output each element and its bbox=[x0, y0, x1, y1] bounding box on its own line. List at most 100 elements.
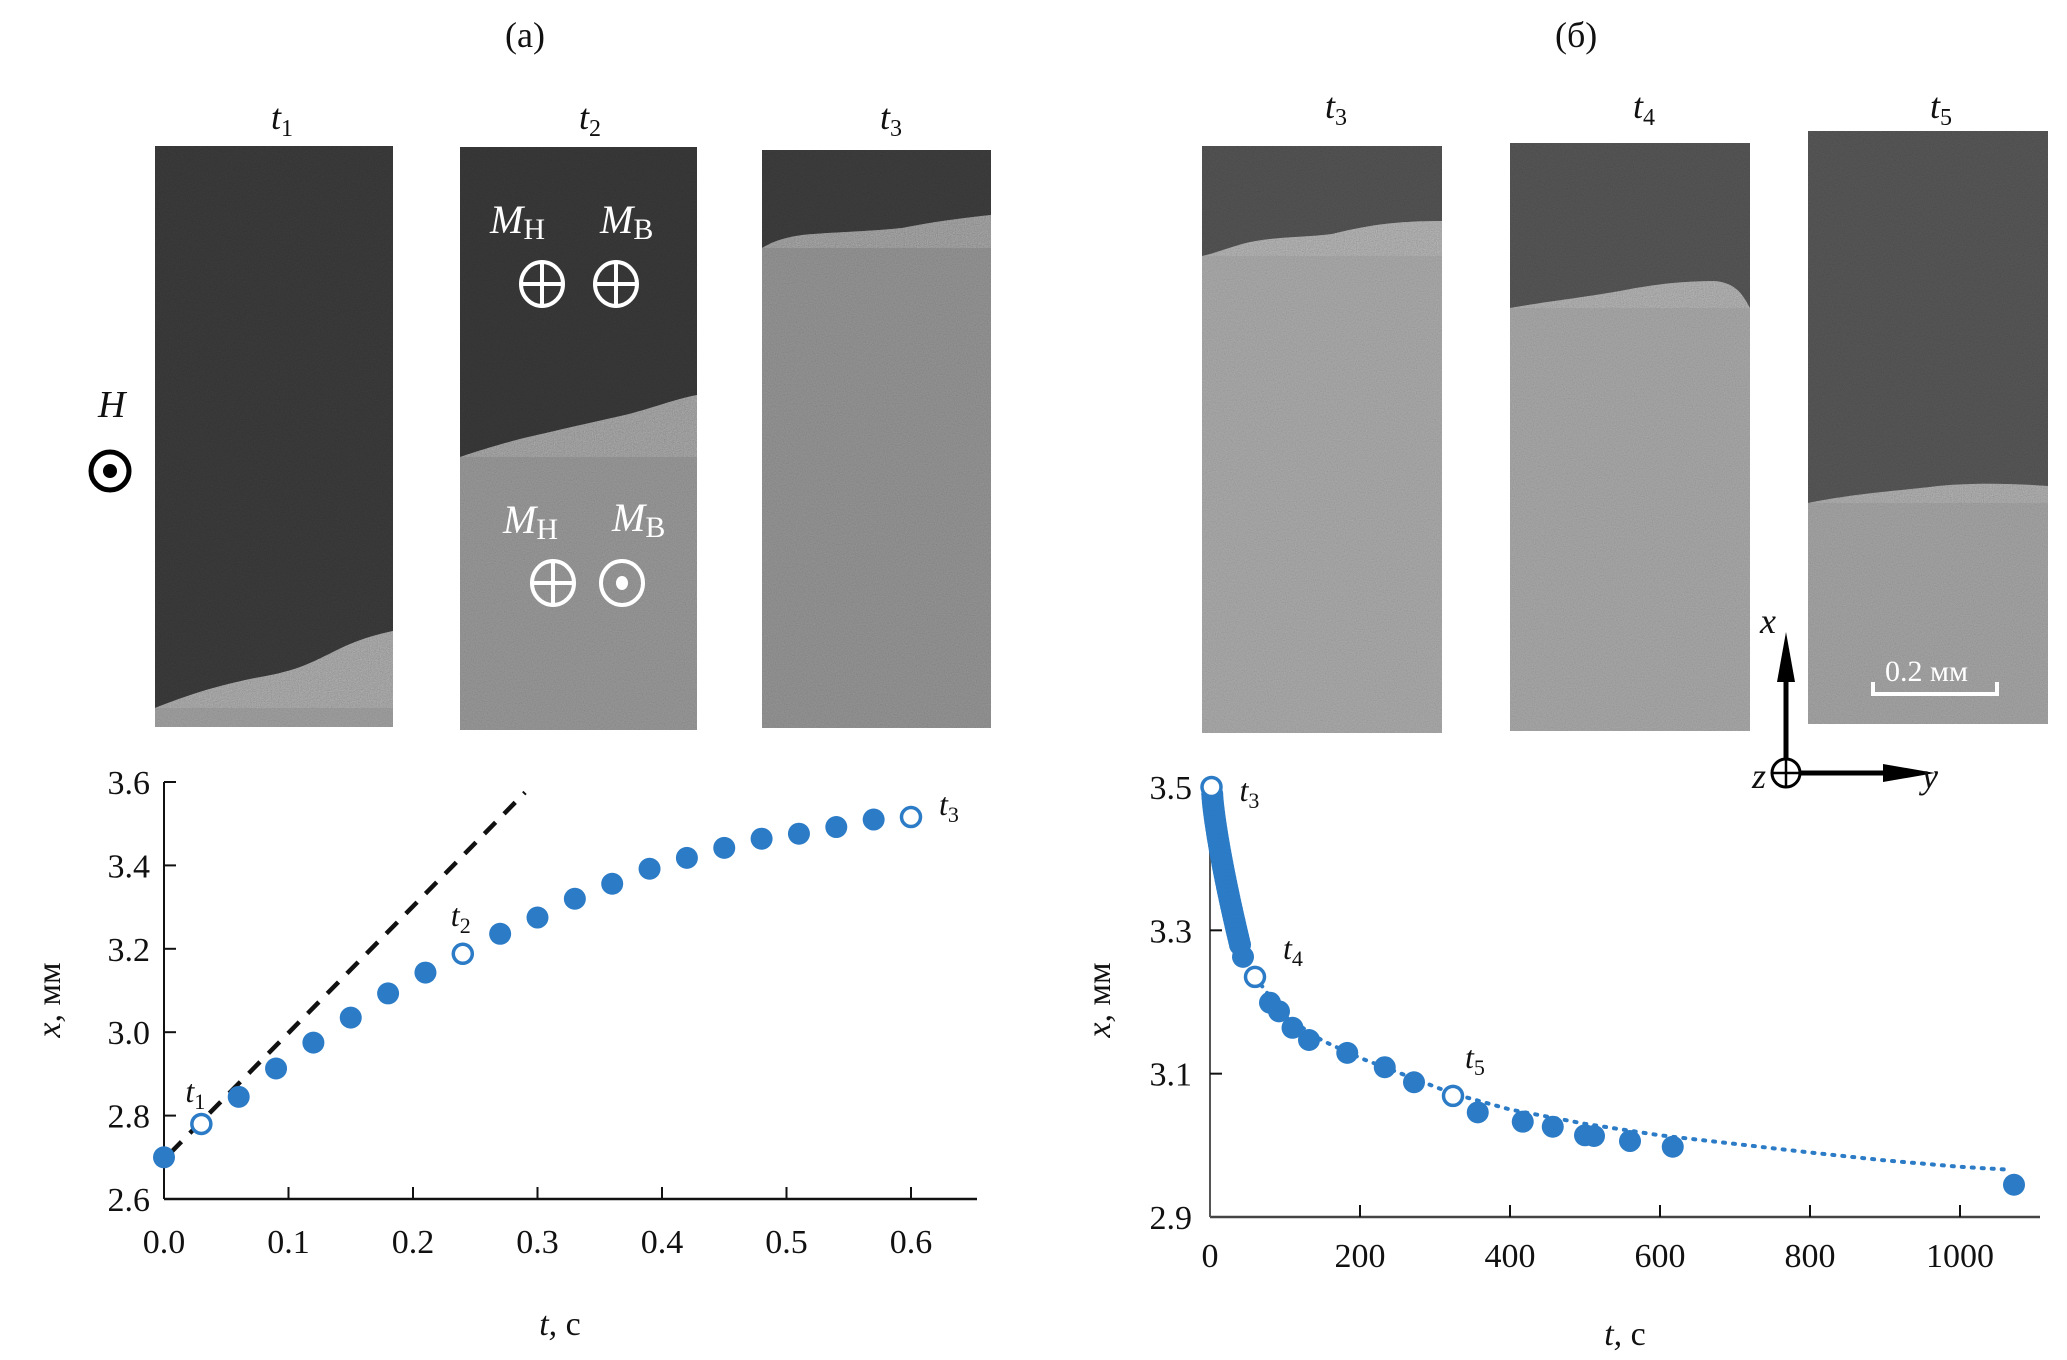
annotation-m-v-upper: MВ bbox=[600, 197, 654, 246]
data-point bbox=[1511, 1110, 1534, 1133]
y-tick-label: 3.3 bbox=[1150, 913, 1193, 950]
y-tick-label: 3.6 bbox=[108, 765, 151, 802]
data-point bbox=[750, 827, 773, 850]
data-point bbox=[1583, 1125, 1605, 1148]
micrograph-a-t3-image bbox=[762, 150, 991, 728]
data-point-open bbox=[190, 1112, 213, 1136]
x-axis-title-unit: с bbox=[566, 1306, 581, 1343]
frame-label-b-t3: t3 bbox=[1325, 86, 1348, 131]
data-point bbox=[1403, 1071, 1425, 1094]
frame-label-b-t4: t4 bbox=[1633, 86, 1656, 131]
x-tick-label: 200 bbox=[1335, 1238, 1386, 1275]
coord-label-y: y bbox=[1922, 756, 1938, 796]
point-label-t1: t1 bbox=[185, 1073, 205, 1114]
dashed-trend-line bbox=[168, 790, 527, 1155]
y-tick-label: 3.5 bbox=[1150, 770, 1193, 807]
data-point bbox=[302, 1031, 325, 1054]
point-label-var: t bbox=[451, 897, 461, 933]
data-point bbox=[862, 808, 885, 831]
x-tick-label: 0.6 bbox=[890, 1224, 933, 1261]
point-label-t3: t3 bbox=[939, 786, 959, 827]
x-tick-label: 0 bbox=[1202, 1238, 1219, 1275]
data-point bbox=[377, 982, 400, 1005]
y-tick-label: 3.4 bbox=[108, 848, 151, 885]
y-axis-title-unit: мм bbox=[31, 962, 68, 1005]
x-axis-title-unit: с bbox=[1631, 1316, 1646, 1353]
x-tick-label: 400 bbox=[1485, 1238, 1536, 1275]
frame-label-a-t3: t3 bbox=[880, 97, 903, 142]
point-label-sub: 3 bbox=[948, 802, 959, 827]
annotation-m-v-lower: MВ bbox=[612, 495, 666, 544]
point-label-t2: t2 bbox=[451, 897, 471, 938]
y-tick-label: 2.6 bbox=[108, 1182, 151, 1219]
frame-label-a-t2: t2 bbox=[579, 97, 602, 142]
data-point bbox=[2003, 1173, 2025, 1196]
point-label-sub: 1 bbox=[194, 1089, 205, 1114]
y-axis-title-unit: мм bbox=[1081, 962, 1118, 1005]
panel-a-label: (a) bbox=[505, 15, 545, 55]
data-point bbox=[825, 816, 848, 839]
micrograph-b-t5 bbox=[1808, 131, 2048, 724]
y-tick-label: 2.8 bbox=[108, 1099, 151, 1136]
y-arrow-head-icon bbox=[1883, 764, 1935, 782]
point-label-sub: 4 bbox=[1292, 946, 1303, 971]
point-label-var: t bbox=[185, 1073, 195, 1109]
data-point-open bbox=[1200, 775, 1223, 799]
x-tick-label: 0.2 bbox=[392, 1224, 435, 1261]
data-point bbox=[601, 872, 624, 895]
data-point bbox=[1466, 1101, 1489, 1124]
micrograph-a-t1 bbox=[155, 146, 393, 727]
x-axis-title: t, с bbox=[1604, 1316, 1646, 1353]
data-point bbox=[787, 822, 810, 845]
data-point bbox=[1661, 1135, 1684, 1158]
micrograph-a-t2 bbox=[460, 147, 697, 730]
coordinate-axes bbox=[1770, 632, 1935, 789]
dotted-fit-line bbox=[1253, 974, 2011, 1172]
micrograph-b-t3-image bbox=[1202, 146, 1442, 733]
data-point bbox=[675, 846, 698, 869]
coord-label-z: z bbox=[1752, 756, 1767, 796]
data-point bbox=[265, 1057, 288, 1080]
point-label-t5: t5 bbox=[1465, 1039, 1485, 1080]
data-point bbox=[1373, 1056, 1396, 1079]
point-label-var: t bbox=[1240, 772, 1250, 808]
point-label-t3: t3 bbox=[1240, 772, 1260, 813]
field-out-of-plane-icon bbox=[88, 449, 132, 493]
micrograph-a-t2-image bbox=[460, 147, 697, 730]
out-of-plane-icon bbox=[599, 559, 645, 607]
data-point-open bbox=[1243, 965, 1267, 989]
data-point bbox=[339, 1006, 362, 1029]
point-label-var: t bbox=[1283, 930, 1293, 966]
data-point bbox=[1281, 1016, 1304, 1039]
chart-a: 0.0 0.1 0.2 0.3 0.4 0.5 0.6 2.6 2.8 3.0 3.2 3.4 3.6 t… bbox=[31, 765, 977, 1343]
y-axis-title-var: x, bbox=[1081, 1005, 1118, 1038]
micrograph-a-t1-image bbox=[155, 146, 393, 727]
data-point bbox=[414, 961, 437, 984]
field-label: H bbox=[98, 384, 126, 426]
x-tick-label: 1000 bbox=[1926, 1238, 1994, 1275]
point-label-var: t bbox=[939, 786, 949, 822]
y-axis-title: x, мм bbox=[1081, 962, 1118, 1038]
annotation-m-n-lower: MН bbox=[503, 497, 558, 546]
frame-label-a-t1: t1 bbox=[271, 97, 294, 142]
into-plane-icon bbox=[519, 260, 565, 308]
point-label-t4: t4 bbox=[1283, 930, 1303, 971]
point-label-sub: 2 bbox=[460, 913, 471, 938]
micrograph-a-t3 bbox=[762, 150, 991, 728]
y-tick-label: 2.9 bbox=[1150, 1200, 1193, 1237]
data-point bbox=[489, 922, 512, 945]
x-tick-label: 0.4 bbox=[641, 1224, 684, 1261]
data-point bbox=[227, 1085, 250, 1108]
x-axis-title-var: t, bbox=[1604, 1316, 1630, 1353]
x-arrow-head-icon bbox=[1777, 632, 1795, 682]
x-axis-title-var: t, bbox=[539, 1306, 565, 1343]
data-point bbox=[153, 1146, 175, 1169]
x-axis-title: t, с bbox=[539, 1306, 581, 1343]
point-label-var: t bbox=[1465, 1039, 1475, 1075]
data-point-open bbox=[899, 805, 923, 829]
micrograph-b-t4-image bbox=[1510, 143, 1750, 731]
data-point bbox=[563, 887, 586, 910]
x-tick-label: 600 bbox=[1635, 1238, 1686, 1275]
data-point bbox=[526, 906, 549, 929]
